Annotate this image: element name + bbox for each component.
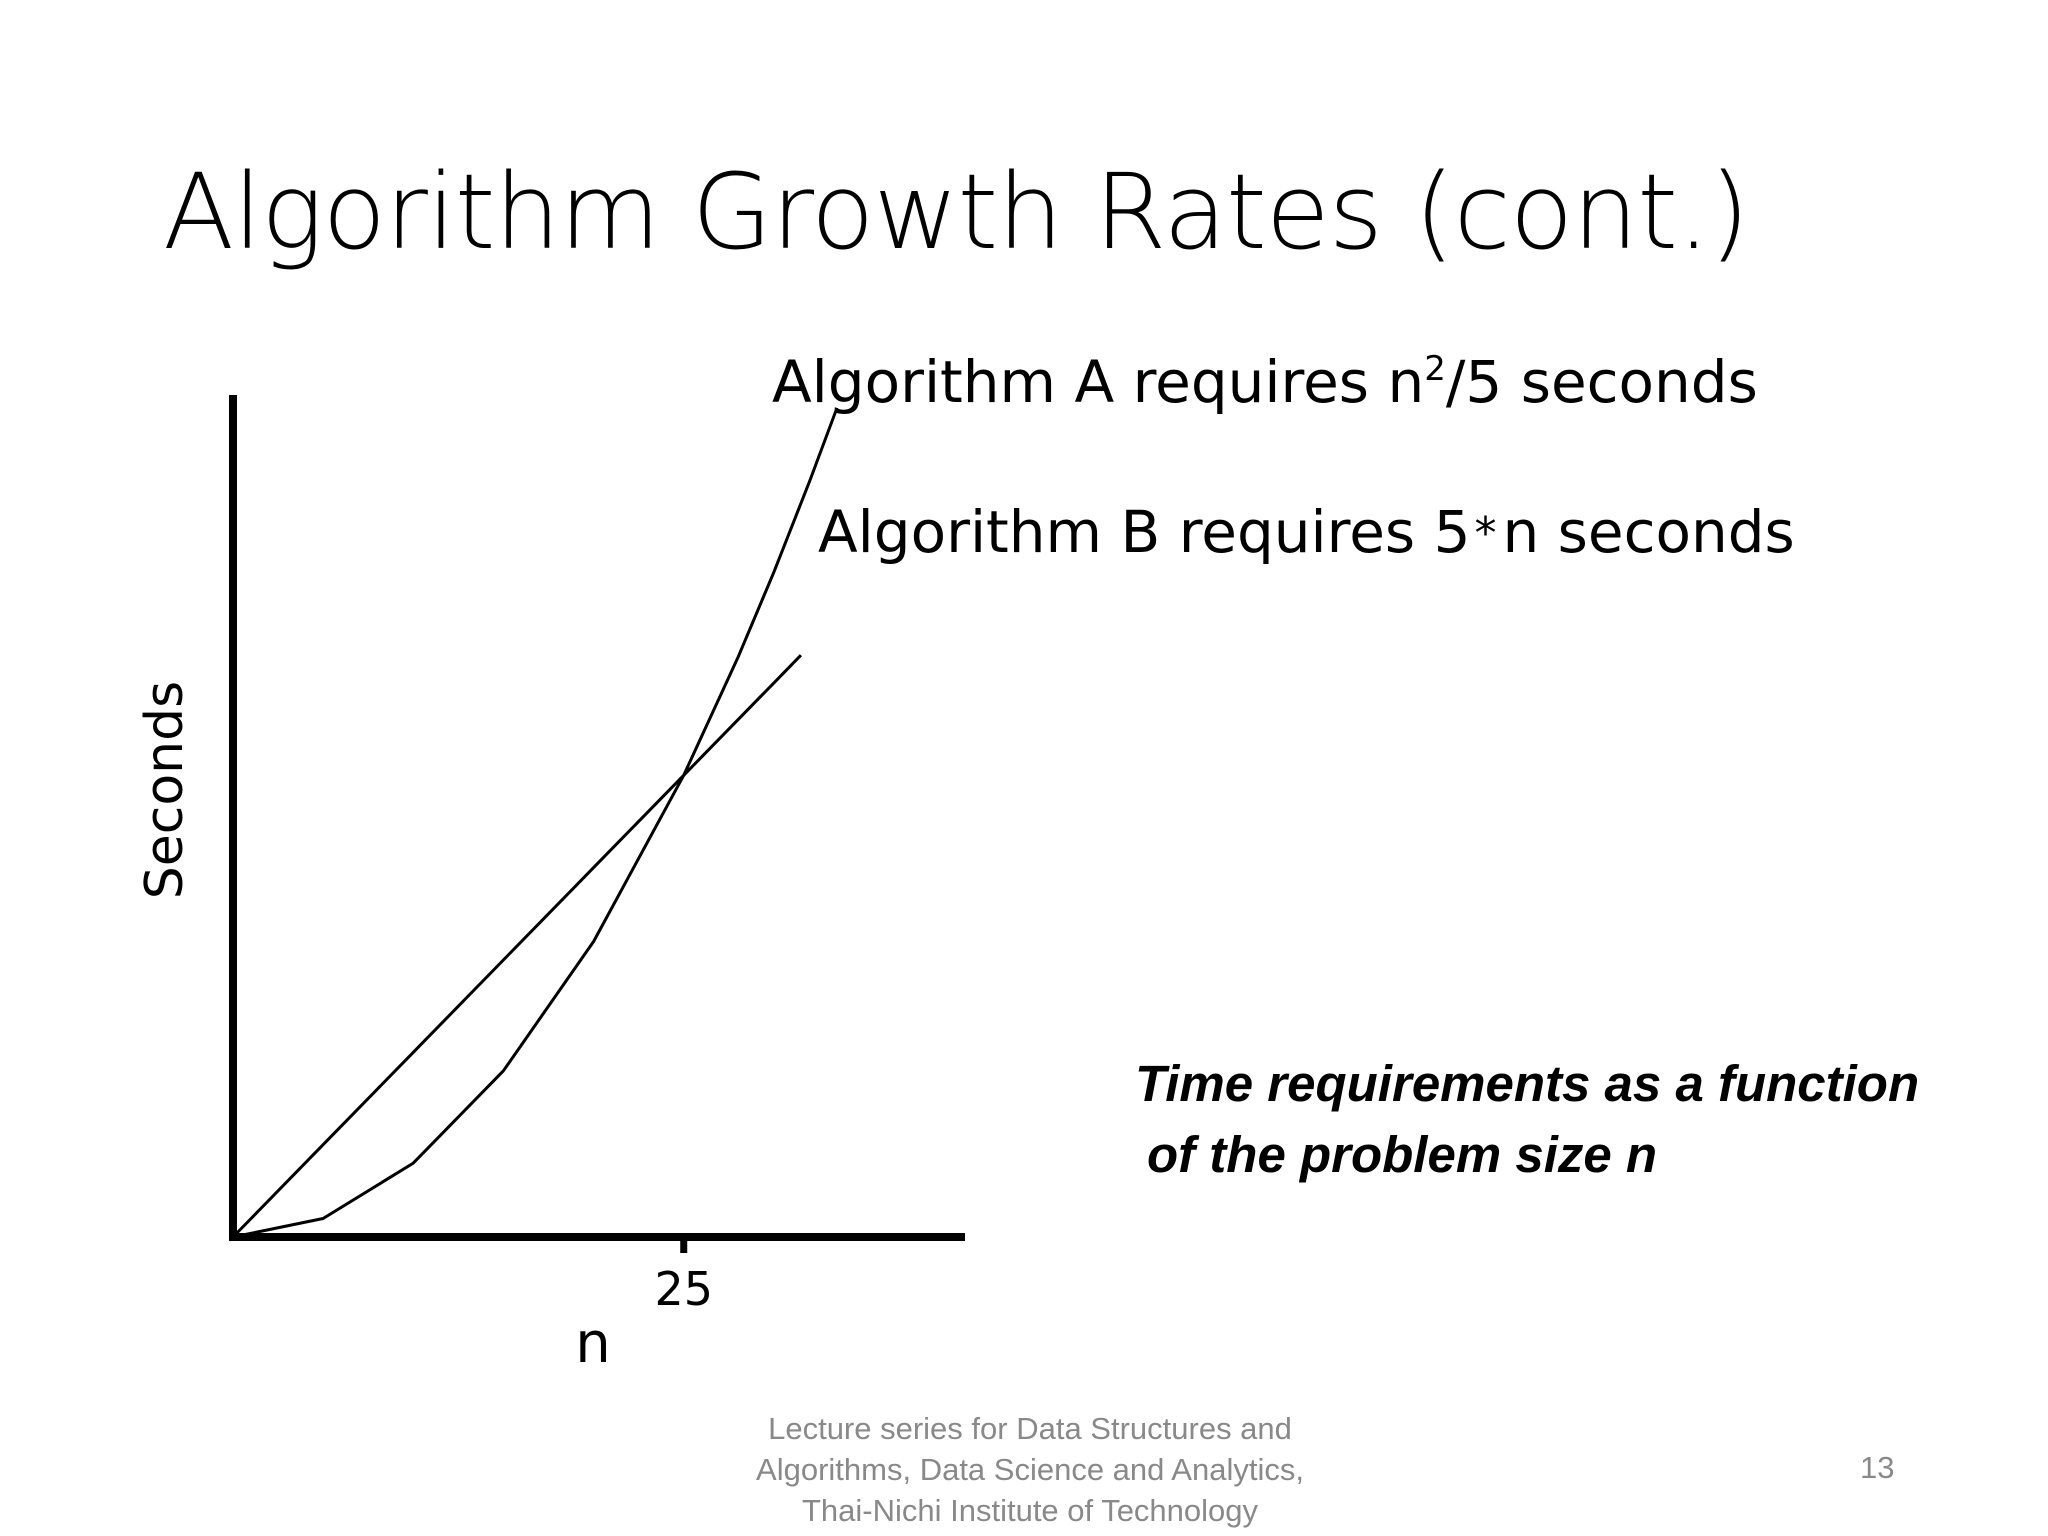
y-axis-label: Seconds (135, 681, 195, 899)
footer-line-2: Algorithms, Data Science and Analytics, (756, 1452, 1304, 1487)
series-label-a-main: Algorithm A requires n (772, 348, 1424, 416)
caption-line-2: of the problem size n (1147, 1126, 1658, 1183)
series-lines (231, 407, 839, 1239)
figure-caption: Time requirements as a function of the p… (1135, 1048, 1919, 1190)
series-label-b-end: n seconds (1502, 498, 1794, 566)
series-label-a-end: /5 seconds (1446, 348, 1758, 416)
x-axis-label: n (575, 1311, 611, 1376)
caption-line-1: Time requirements as a function (1135, 1055, 1920, 1112)
series-label-a: Algorithm A requires n2/5 seconds (772, 348, 1758, 416)
slide-footer: Lecture series for Data Structures and A… (680, 1408, 1380, 1531)
series-label-a-superscript: 2 (1424, 349, 1446, 389)
page-number: 13 (1860, 1450, 1895, 1485)
footer-line-1: Lecture series for Data Structures and (768, 1411, 1292, 1446)
footer-line-3: Thai-Nichi Institute of Technology (801, 1493, 1259, 1528)
series-label-b: Algorithm B requires 5* n seconds (818, 498, 1795, 566)
series-label-b-star: * (1474, 508, 1496, 559)
series-label-b-main: Algorithm B requires 5 (818, 498, 1470, 566)
series-line-b (231, 654, 802, 1239)
x-ticks: 25 (654, 1237, 713, 1316)
series-line-a (232, 407, 839, 1239)
x-tick-label: 25 (654, 1262, 713, 1316)
slide-title: Algorithm Growth Rates (cont.) (163, 151, 1750, 273)
